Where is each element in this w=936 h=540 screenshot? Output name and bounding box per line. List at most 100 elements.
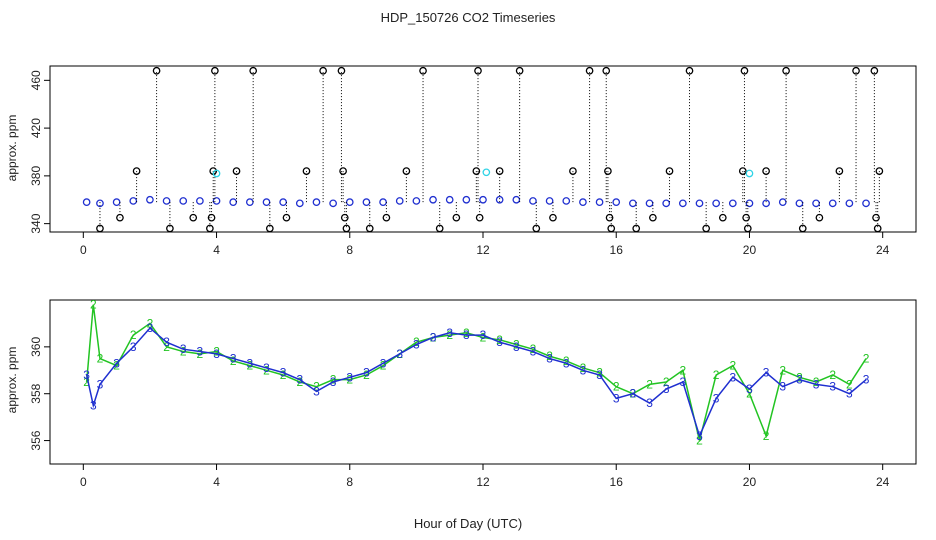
data-point [612, 198, 621, 206]
data-point [146, 195, 154, 204]
data-point [474, 66, 482, 75]
data-point [262, 198, 271, 206]
data-point [162, 197, 171, 205]
x-tick-label: 4 [213, 475, 220, 489]
data-point [545, 197, 554, 205]
data-point [738, 167, 747, 175]
data-point [718, 213, 727, 222]
data-point: 2 [713, 368, 720, 382]
data-point [872, 213, 880, 222]
data-point [585, 66, 594, 75]
data-point: 3 [330, 375, 337, 389]
data-point: 3 [496, 335, 503, 349]
data-point: 2 [513, 338, 520, 352]
y-tick-label: 356 [29, 430, 43, 450]
data-point [665, 167, 674, 175]
data-point: 3 [746, 382, 753, 396]
data-point [645, 199, 654, 208]
data-point [329, 199, 337, 208]
y-tick-label: 358 [29, 383, 43, 403]
data-point: 3 [413, 338, 420, 352]
data-point [562, 197, 571, 205]
data-point [179, 197, 188, 205]
data-point [685, 66, 694, 75]
data-point: 2 [580, 361, 587, 375]
data-point [870, 66, 879, 75]
y-axis-label-top: approx. ppm [5, 115, 19, 182]
data-point: 3 [163, 335, 170, 349]
data-point: 3 [446, 326, 453, 340]
data-point [852, 66, 860, 75]
data-point [319, 66, 327, 75]
data-point: 2 [729, 359, 736, 373]
x-tick-label: 24 [876, 243, 890, 257]
data-point: 2 [813, 375, 820, 389]
data-point: 3 [247, 356, 254, 370]
y-axis-label-bottom: approx. ppm [5, 347, 19, 414]
data-point: 2 [530, 342, 537, 356]
data-point [579, 198, 587, 206]
x-tick-label: 20 [743, 243, 757, 257]
data-point: 2 [263, 363, 270, 377]
data-point: 2 [563, 354, 570, 368]
data-point [873, 224, 882, 233]
data-point [812, 199, 820, 208]
data-point: 3 [263, 361, 270, 375]
data-point: 3 [713, 391, 720, 405]
data-point: 3 [396, 347, 403, 361]
data-point: 3 [813, 377, 820, 391]
data-point: 3 [863, 373, 870, 387]
data-point [515, 66, 524, 75]
x-axis-label: Hour of Day (UTC) [414, 516, 522, 531]
data-point [475, 213, 484, 222]
data-point [395, 197, 404, 205]
data-point: 2 [646, 377, 653, 391]
data-point [379, 198, 387, 206]
data-point: 3 [663, 382, 670, 396]
data-point [189, 213, 198, 222]
data-point: 3 [180, 342, 187, 356]
series-line-2 [85, 304, 867, 441]
x-tick-label: 20 [743, 475, 757, 489]
data-point [875, 167, 884, 175]
data-point: 3 [580, 363, 587, 377]
x-tick-label: 0 [80, 243, 87, 257]
data-point: 3 [380, 356, 387, 370]
data-point [728, 199, 737, 208]
data-point [435, 224, 444, 233]
data-point [629, 199, 637, 208]
data-point [212, 169, 221, 178]
data-point [604, 167, 612, 175]
data-point: 2 [480, 330, 487, 344]
data-point: 3 [680, 375, 687, 389]
data-point [312, 198, 321, 206]
y-tick-label: 340 [29, 213, 43, 233]
data-point [828, 199, 837, 208]
data-point: 2 [380, 359, 387, 373]
data-point: 2 [230, 354, 237, 368]
data-point: 2 [496, 333, 503, 347]
data-point: 2 [113, 359, 120, 373]
x-tick-label: 16 [610, 475, 624, 489]
data-point: 2 [197, 347, 204, 361]
data-point [206, 224, 214, 233]
data-point [265, 224, 274, 233]
data-point: 2 [346, 373, 353, 387]
x-tick-label: 0 [80, 475, 87, 489]
data-point [282, 213, 291, 222]
data-point [452, 213, 461, 222]
data-point [742, 213, 750, 222]
data-point: 2 [663, 375, 670, 389]
data-point [532, 224, 541, 233]
data-point: 3 [530, 345, 537, 359]
data-point: 3 [363, 366, 370, 380]
data-point [362, 198, 371, 206]
data-point: 3 [546, 352, 553, 366]
data-point [132, 167, 141, 175]
data-point: 2 [97, 352, 104, 366]
data-point: 3 [230, 352, 237, 366]
data-point [482, 168, 491, 177]
data-point: 2 [147, 316, 154, 330]
x-tick-label: 24 [876, 475, 890, 489]
data-point: 3 [147, 321, 154, 335]
